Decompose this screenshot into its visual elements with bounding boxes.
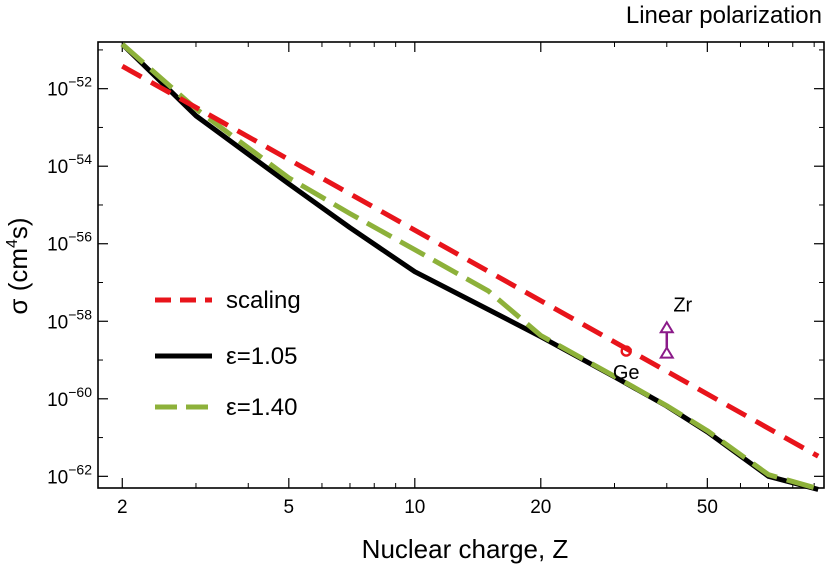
x-axis-title: Nuclear charge, Z (362, 534, 569, 564)
y-tick-base: 10 (47, 390, 68, 411)
y-axis-title-main: σ (cm (3, 248, 33, 315)
y-tick-label: 10−60 (47, 384, 92, 411)
y-tick-exponent: −52 (68, 74, 92, 90)
x-tick-label: 5 (284, 497, 295, 518)
y-tick-exponent: −58 (68, 306, 92, 322)
y-tick-base: 10 (47, 157, 68, 178)
legend-label-1: ε=1.05 (226, 343, 297, 370)
series-line-2 (120, 42, 819, 492)
chart-title: Linear polarization (626, 2, 822, 29)
y-tick-base: 10 (47, 312, 68, 333)
annotation-layer: Ge Zr (613, 294, 693, 384)
y-tick-exponent: −54 (68, 151, 92, 167)
y-tick-exponent: −60 (68, 384, 92, 400)
x-tick-label: 20 (530, 497, 551, 518)
y-tick-label: 10−56 (47, 229, 92, 256)
y-tick-label: 10−62 (47, 461, 92, 488)
y-tick-label: 10−54 (47, 151, 92, 178)
ge-label: Ge (613, 362, 640, 384)
zr-label: Zr (673, 294, 692, 316)
x-axis: 2 5 10 20 50 (117, 42, 815, 518)
y-axis-title-sup: 4 (4, 239, 21, 248)
ge-marker (620, 345, 632, 357)
series-line-1 (120, 42, 819, 492)
y-tick-exponent: −62 (68, 461, 92, 477)
legend: scaling ε=1.05 ε=1.40 (155, 287, 301, 421)
series-layer (120, 42, 820, 492)
x-tick-label: 2 (117, 497, 128, 518)
y-tick-base: 10 (47, 80, 68, 101)
zr-upper-marker (659, 320, 675, 334)
legend-label-2: ε=1.40 (226, 394, 297, 421)
series-line-0 (121, 64, 820, 459)
y-tick-label: 10−52 (47, 74, 92, 101)
y-axis-title-end: s) (3, 217, 33, 239)
y-tick-exponent: −56 (68, 229, 92, 245)
x-tick-label: 10 (404, 497, 425, 518)
legend-label-0: scaling (226, 287, 301, 314)
y-axis-title: σ (cm4s) (3, 217, 33, 314)
y-tick-base: 10 (47, 235, 68, 256)
zr-lower-marker (659, 345, 675, 359)
y-tick-base: 10 (47, 467, 68, 488)
plot-frame (97, 41, 825, 489)
y-tick-label: 10−58 (47, 306, 92, 333)
x-tick-label: 50 (697, 497, 718, 518)
